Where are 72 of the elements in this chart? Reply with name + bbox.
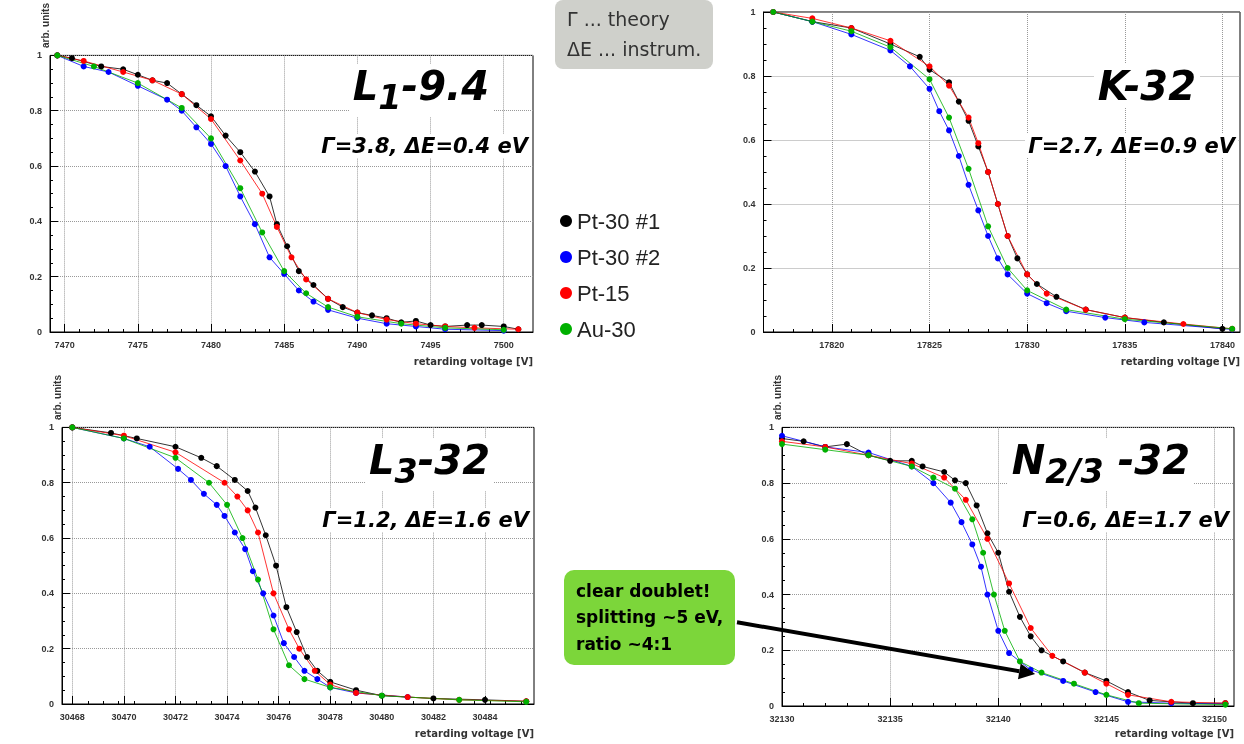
y-tick-label: 0 [750,327,756,337]
chart-title: N$_{2/3}$ -32 [1007,437,1194,491]
x-tick-label: 7480 [200,339,222,350]
y-tick-label: 0.4 [41,588,54,599]
y-tick-label: 1 [36,50,42,61]
text: clear doublet! splitting ~5 eV, ratio ~4:1 [564,570,736,666]
x-tick-label: 30482 [420,711,446,722]
x-tick-label: 7470 [54,339,75,350]
chart-title: L$_{1}$-9.4 [348,63,493,117]
y-tick-label: 0 [48,699,54,709]
x-tick-label: 7500 [493,339,514,350]
y-tick-label: 0 [36,327,42,337]
x-tick-label: 7475 [127,339,148,350]
y-tick-label: 0.6 [41,533,54,544]
y-tick-label: 0.2 [761,645,774,656]
x-axis-title: retarding voltage [V] [414,728,534,739]
x-axis-title: retarding voltage [V] [1114,728,1234,739]
text: Γ=2.7, ΔE=0.9 eV [1025,134,1238,158]
x-tick-label: 30478 [317,711,343,722]
y-tick-label: 0.6 [29,161,42,172]
y-axis-title: arb. units [771,374,783,421]
x-tick-label: 32130 [769,713,795,724]
text: Γ=3.8, ΔE=0.4 eV [318,134,531,158]
x-tick-label: 17840 [1209,339,1235,350]
text: Γ ... theory [567,7,671,32]
y-tick-label: 0.8 [29,105,42,116]
y-tick-label: 0.2 [743,263,756,273]
y-tick-label: 1 [768,422,774,433]
y-tick-label: 0.4 [743,199,756,209]
y-tick-label: 1 [750,7,756,17]
text: Γ=0.6, ΔE=1.7 eV [1019,508,1232,532]
legend-label: Au-30 [577,316,636,342]
x-tick-label: 30474 [214,711,240,722]
x-tick-label: 7495 [420,339,441,350]
y-tick-label: 1 [48,422,54,433]
legend-label: Pt-30 #2 [577,244,661,270]
x-axis-title: retarding voltage [V] [413,356,533,367]
y-axis-title: arb. units [39,2,51,49]
text: K-32 [1093,63,1200,109]
x-tick-label: 30470 [111,711,137,722]
y-tick-label: 0.2 [29,271,42,282]
y-tick-label: 0.8 [761,478,774,489]
x-tick-label: 17820 [819,339,845,350]
x-tick-label: 17825 [916,339,943,350]
y-tick-label: 0.6 [761,533,774,544]
x-tick-label: 32150 [1202,713,1228,724]
x-tick-label: 30476 [266,711,292,722]
x-axis-title: retarding voltage [V] [1120,356,1240,367]
x-tick-label: 32140 [985,713,1011,724]
y-tick-label: 0 [768,701,774,711]
y-tick-label: 0.8 [41,477,54,488]
x-tick-label: 7485 [274,339,295,350]
y-tick-label: 0.4 [761,589,774,600]
y-axis-title: arb. units [51,374,63,421]
legend-label: Pt-15 [577,280,630,306]
x-tick-label: 32135 [877,713,903,724]
x-tick-label: 7490 [347,339,368,350]
x-tick-label: 32145 [1093,713,1119,724]
text: ΔE ... instrum. [567,37,702,63]
x-tick-label: 30468 [59,711,85,722]
x-tick-label: 30484 [472,711,498,722]
x-tick-label: 30472 [162,711,188,722]
text: Γ=1.2, ΔE=1.6 eV [319,508,532,532]
y-tick-label: 0.8 [743,71,756,81]
y-tick-label: 0.6 [743,135,756,145]
y-tick-label: 0.4 [29,216,42,227]
x-tick-label: 17835 [1112,339,1138,350]
x-tick-label: 30480 [369,711,395,722]
legend-label: Pt-30 #1 [577,208,661,234]
x-tick-label: 17830 [1014,339,1040,350]
y-tick-label: 0.2 [41,643,54,654]
chart-title: L$_{3}$-32 [365,437,494,491]
